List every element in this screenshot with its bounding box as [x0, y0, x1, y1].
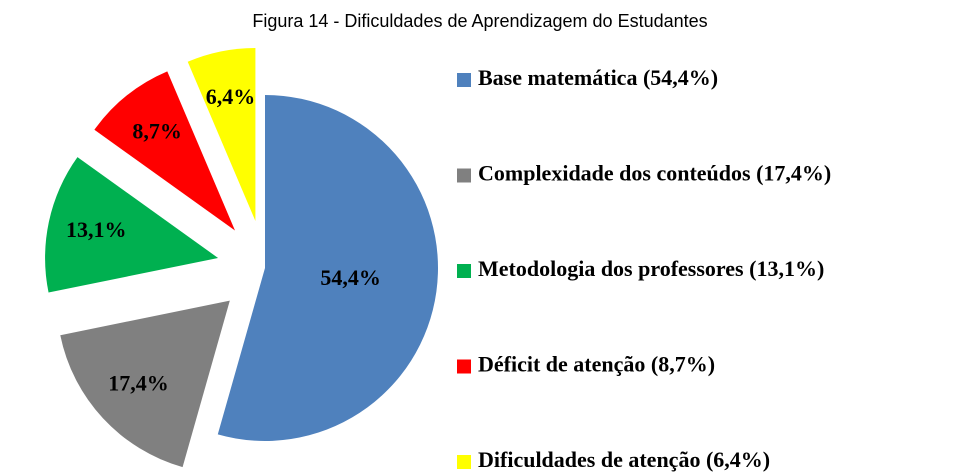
legend-label: Dificuldades de atenção (6,4%) [478, 447, 770, 472]
legend-label: Metodologia dos professores (13,1%) [478, 256, 824, 281]
chart-title: Figura 14 - Dificuldades de Aprendizagem… [252, 11, 707, 31]
pie-slice [45, 157, 219, 293]
data-label: 17,4% [108, 370, 169, 395]
pie-slice [60, 300, 230, 468]
legend-swatch [457, 359, 471, 374]
data-label: 6,4% [206, 84, 256, 109]
legend-swatch [457, 455, 471, 469]
legend-label: Base matemática (54,4%) [478, 65, 718, 90]
legend-label: Déficit de atenção (8,7%) [478, 352, 715, 377]
pie-slice [187, 47, 256, 221]
data-label: 8,7% [132, 118, 182, 143]
data-label: 54,4% [320, 265, 381, 290]
legend-swatch [457, 168, 471, 183]
pie-slice [217, 95, 439, 442]
data-label: 13,1% [66, 217, 127, 242]
legend-label: Complexidade dos conteúdos (17,4%) [478, 161, 831, 186]
legend-swatch [457, 264, 471, 278]
legend-swatch [457, 73, 471, 87]
pie-slice [94, 71, 235, 231]
